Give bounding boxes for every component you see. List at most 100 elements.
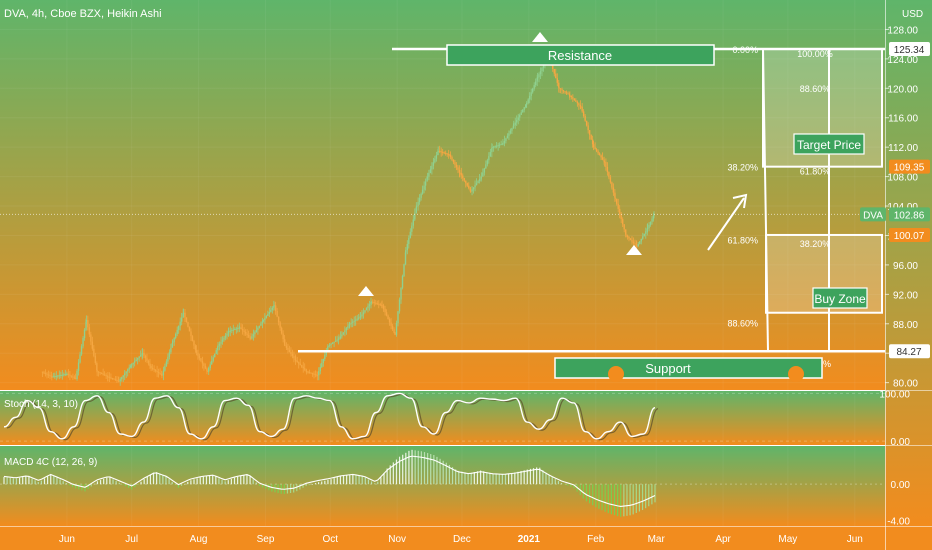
candle-up [353,320,355,322]
macd-bar [442,460,444,485]
macd-bar [645,484,647,509]
axes-layer: 128.00124.00120.00116.00112.00108.00104.… [59,25,930,545]
candle-up [415,207,418,214]
candle-down [284,344,286,346]
candle-down [454,162,456,165]
candle-up [237,328,239,330]
candle-up [85,321,87,330]
macd-tick-label: -4.00 [887,517,910,528]
candle-down [381,305,383,307]
time-tick-label: Aug [190,534,208,545]
macd-bar [75,484,77,489]
macd-signal-line [3,455,656,507]
macd-bar [598,484,600,509]
macd-title[interactable]: MACD 4C (12, 26, 9) [4,457,97,468]
macd-bar [243,475,245,485]
candle-down [384,308,386,313]
candle-up [523,107,525,110]
currency-label: USD [902,9,923,20]
candle-up [338,338,340,340]
candle-up [271,307,274,310]
candle-down [203,363,205,366]
buy-zone-label: Buy Zone [814,292,866,306]
candle-up [653,214,655,216]
macd-bar [237,476,239,485]
macd-bar [177,484,180,488]
macd-bar [529,468,532,485]
macd-bar [445,462,447,485]
candle-up [167,356,169,362]
candle-up [370,301,372,303]
price-tick-label: 120.00 [887,84,918,95]
macd-bar [199,477,201,485]
candle-up [171,342,174,344]
candle-down [290,351,292,355]
candle-up [424,181,427,186]
candle-down [240,327,242,329]
candle-down [301,365,303,367]
candle-down [559,88,562,90]
candle-up [55,375,58,377]
candle-down [614,197,616,199]
candle-down [459,172,461,174]
price-tick-label: 112.00 [888,143,918,154]
price-tag-green [889,207,930,222]
candle-down [296,360,298,363]
candle-down [625,234,627,236]
candle-down [388,319,391,323]
candle-down [629,238,632,241]
candle-down [372,301,374,303]
macd-bar [65,483,67,485]
macd-bar [174,484,176,485]
candle-down [114,379,117,381]
candle-up [165,361,168,367]
candle-up [124,373,126,376]
macd-bar [180,484,183,486]
macd-bar [511,472,513,485]
price-tick-label: 116.00 [888,114,918,125]
macd-bar [18,477,21,485]
candle-up [350,322,352,324]
candle-down [446,153,448,155]
candle-down [184,312,186,318]
candle-down [598,153,601,156]
symbol-tag-label: DVA [863,210,883,221]
chart-title[interactable]: DVA, 4h, Cboe BZX, Heikin Ashi [4,8,162,20]
macd-bar [99,480,102,485]
candle-down [195,350,198,354]
macd-bar [436,456,438,485]
candle-up [261,321,264,324]
macd-bar [299,484,301,490]
macd-bar [613,484,616,516]
resistance-label-box[interactable] [446,44,715,66]
candle-up [359,316,362,318]
candle-up [513,125,515,127]
macd-bar [336,477,338,485]
macd-bar [526,469,528,485]
candle-down [206,368,208,372]
macd-bar [127,484,130,488]
candle-up [79,354,81,363]
candle-down [621,219,624,225]
candle-down [100,373,103,375]
candle-up [334,340,337,342]
candle-up [80,346,83,355]
macd-bar [626,484,628,516]
candle-up [229,330,232,332]
candle-up [168,352,171,357]
candle-up [533,85,535,89]
candle-up [270,309,272,312]
macd-bar [601,484,603,511]
candle-down [185,317,188,323]
candle-up [511,128,513,131]
macd-bar [514,472,516,485]
stoch-title[interactable]: Stoch (14, 3, 10) [4,399,78,410]
candle-down [161,375,163,377]
candle-down [636,246,638,248]
candle-up [520,112,522,115]
macd-bar [268,484,270,491]
candle-up [538,74,540,78]
macd-bar [461,471,463,485]
candle-down [558,87,560,89]
macd-bar [47,476,49,485]
